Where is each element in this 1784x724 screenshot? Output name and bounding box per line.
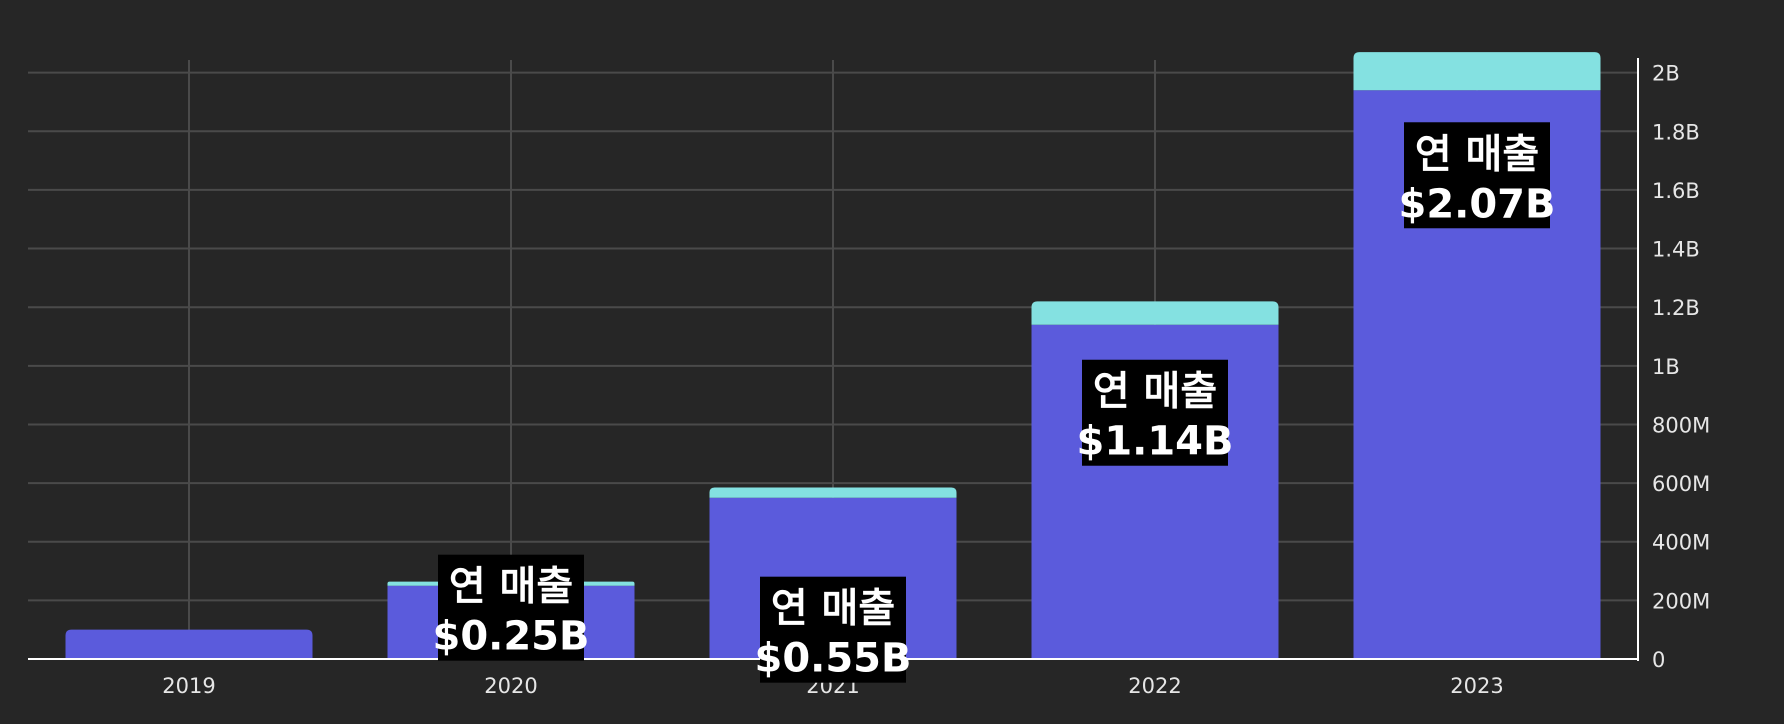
bar-segment: [1031, 301, 1279, 325]
y-tick-label: 1.8B: [1652, 120, 1700, 144]
y-tick-label: 400M: [1652, 531, 1710, 555]
y-tick-label: 2B: [1652, 62, 1680, 86]
y-tick-label: 800M: [1652, 413, 1710, 437]
annotation-box: [760, 576, 906, 683]
y-tick-label: 1.4B: [1652, 238, 1700, 262]
annotation-title: 연 매출: [449, 564, 573, 610]
x-tick-label: 2020: [484, 674, 537, 698]
axes: 0 200M 400M 600M 800M 1B 1.2B 1.4B 1.6B 1.8B 2B 201…: [28, 58, 1710, 698]
annotation-value: $2.07B: [1398, 181, 1555, 227]
annotation-value: $1.14B: [1076, 419, 1233, 465]
bar-annotation: 연 매출$2.07B: [1398, 122, 1556, 229]
y-tick-label: 1.6B: [1652, 179, 1700, 203]
x-tick-label: 2019: [162, 674, 215, 698]
annotation-value: $0.55B: [754, 636, 911, 682]
annotation-value: $0.25B: [432, 614, 589, 660]
bar-annotation: 연 매출$1.14B: [1076, 359, 1234, 466]
annotation-box: [1404, 122, 1550, 229]
annotation-title: 연 매출: [771, 586, 895, 632]
y-tick-label: 600M: [1652, 472, 1710, 496]
x-tick-label: 2023: [1450, 674, 1503, 698]
bar-segment: [1353, 52, 1601, 91]
y-tick-label: 0: [1652, 648, 1665, 672]
bar-annotation: 연 매출$0.25B: [432, 554, 590, 661]
y-tick-label: 1B: [1652, 355, 1680, 379]
annotation-title: 연 매출: [1093, 369, 1217, 415]
annotation-title: 연 매출: [1415, 131, 1539, 177]
annotation-box: [1082, 359, 1228, 466]
bar-segment: [65, 629, 313, 659]
bar-segment: [709, 487, 957, 498]
y-tick-label: 1.2B: [1652, 296, 1700, 320]
y-tick-label: 200M: [1652, 589, 1710, 613]
bar-annotation: 연 매출$0.55B: [754, 576, 912, 683]
annotation-box: [438, 554, 584, 661]
x-tick-label: 2022: [1128, 674, 1181, 698]
